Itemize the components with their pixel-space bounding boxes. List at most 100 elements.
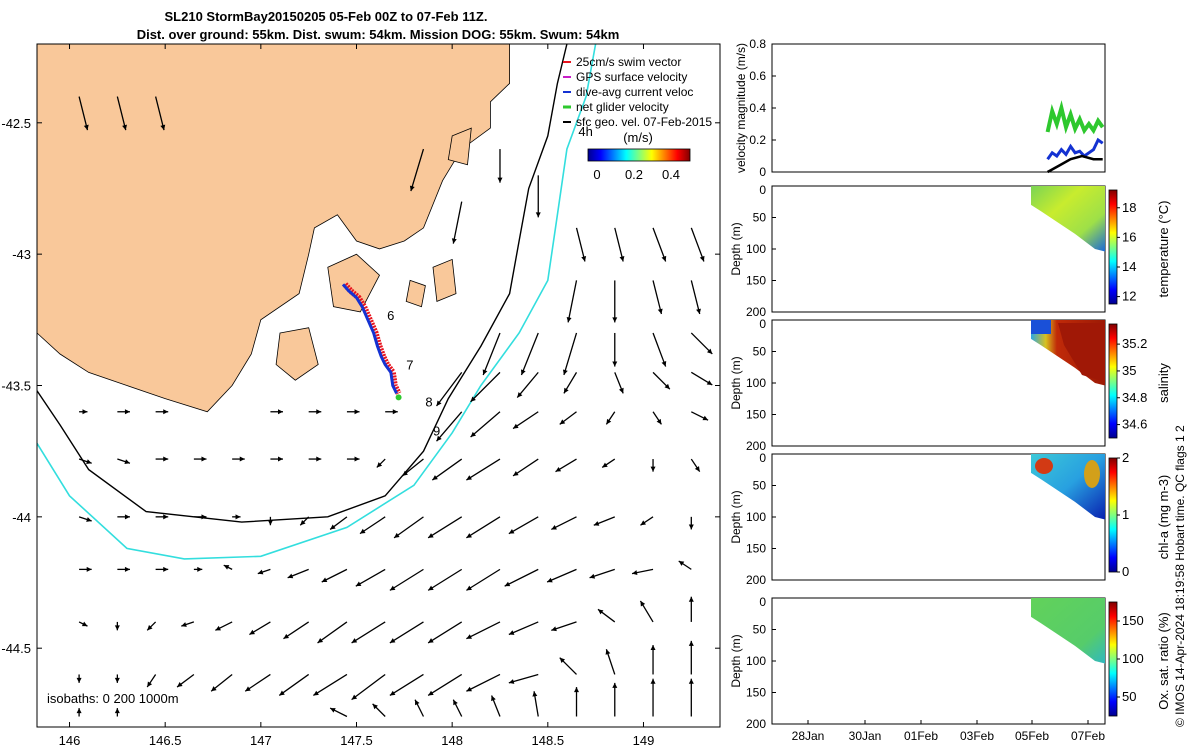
current-vector-head xyxy=(497,177,503,183)
current-vector-71 xyxy=(508,516,539,535)
chl-hotspot xyxy=(1035,458,1053,474)
velocity-series xyxy=(1045,100,1105,174)
current-vector-head xyxy=(321,577,328,582)
map-colorbar-tick-0: 0 xyxy=(593,167,600,182)
current-vector-head xyxy=(267,520,273,526)
current-vector-shaft xyxy=(504,568,539,587)
current-vector-head xyxy=(517,392,523,398)
current-vector-shaft xyxy=(355,568,386,587)
oxygen-section-ytick-label: 100 xyxy=(746,654,766,668)
current-vector-head xyxy=(678,560,685,566)
current-vector-head xyxy=(508,528,515,534)
track-label-3: 8 xyxy=(425,395,432,410)
island-0 xyxy=(327,253,380,313)
current-vector-shaft xyxy=(512,458,539,477)
current-vector-head xyxy=(688,678,694,684)
current-vector-132 xyxy=(452,699,463,717)
map-colorbar-tick-1: 0.2 xyxy=(625,167,643,182)
isobath-200m xyxy=(37,44,568,523)
current-vector-122 xyxy=(508,673,539,684)
current-vector-30 xyxy=(155,409,169,415)
chl-a-section-cb-tick-label: 2 xyxy=(1122,450,1129,465)
current-vector-head xyxy=(618,387,624,394)
current-vector-96 xyxy=(181,621,195,627)
current-vector-head xyxy=(257,569,264,575)
track-label-0: 4h xyxy=(578,124,592,139)
current-vector-42 xyxy=(78,458,92,465)
current-vector-head xyxy=(245,686,251,692)
current-vector-69 xyxy=(427,516,463,539)
current-vector-31 xyxy=(270,409,284,415)
current-vector-head xyxy=(389,690,396,696)
current-vector-shaft xyxy=(614,227,624,262)
map-xtick-label: 146.5 xyxy=(149,733,182,748)
velocity-series-2 xyxy=(1046,154,1103,174)
chl-a-section-cb-label: chl-a (mg m-3) xyxy=(1156,475,1171,560)
current-vector-27 xyxy=(690,371,713,386)
current-vector-head xyxy=(163,409,169,415)
velocity-ylabel: velocity magnitude (m/s) xyxy=(734,43,748,173)
map-colorbar-tick-2: 0.4 xyxy=(662,167,680,182)
current-vector-19 xyxy=(652,332,667,367)
current-vector-87 xyxy=(466,568,501,591)
current-vector-head xyxy=(640,520,646,526)
current-vector-97 xyxy=(215,621,233,631)
current-vector-100 xyxy=(317,621,348,644)
current-vector-58 xyxy=(690,458,701,473)
current-vector-head xyxy=(409,185,415,192)
current-vector-head xyxy=(278,456,284,462)
chl-a-section-cb-tick-label: 1 xyxy=(1122,507,1129,522)
current-vector-shaft xyxy=(563,332,578,376)
current-vector-shaft xyxy=(512,411,539,430)
current-vector-shaft xyxy=(389,568,424,591)
current-vector-shaft xyxy=(427,621,463,644)
current-vector-shaft xyxy=(78,96,89,131)
current-vector-head xyxy=(392,409,398,415)
glider-track-end xyxy=(395,394,402,401)
current-vector-head xyxy=(605,649,611,655)
salinity-section-cb-tick-label: 35.2 xyxy=(1122,336,1147,351)
current-vector-59 xyxy=(78,516,92,522)
salinity-section-panel: 0 50 100 150 200 Depth (m) 34.6 34.8 35 35.2 salin… xyxy=(729,317,1171,453)
current-vector-head xyxy=(415,699,420,706)
current-vector-head xyxy=(376,462,383,468)
oxygen-section-colorbar xyxy=(1108,601,1118,717)
map-xtick-label: 149 xyxy=(633,733,655,748)
current-vector-head xyxy=(559,657,566,663)
current-vector-head xyxy=(466,585,472,591)
current-vector-75 xyxy=(688,516,694,530)
salinity-section-ytick-label: 150 xyxy=(746,408,766,422)
current-vector-shaft xyxy=(652,227,667,262)
current-vector-head xyxy=(453,699,458,706)
current-vector-head xyxy=(466,533,472,538)
chl-band xyxy=(1084,460,1100,488)
current-vector-head xyxy=(513,423,519,429)
current-vector-head xyxy=(508,630,515,635)
current-vector-41 xyxy=(691,411,709,421)
temperature-section-ytick-label: 150 xyxy=(746,274,766,288)
current-vector-head xyxy=(602,462,608,468)
current-vector-54 xyxy=(512,458,539,477)
current-vector-head xyxy=(428,638,434,643)
chl-a-section-colorbar xyxy=(1108,457,1118,573)
current-vector-90 xyxy=(589,568,615,579)
current-vector-shaft xyxy=(546,568,577,583)
current-vector-shaft xyxy=(690,227,705,262)
current-vector-104 xyxy=(466,621,501,640)
map-xtick-label: 146 xyxy=(59,733,81,748)
current-vector-head xyxy=(470,396,476,402)
current-vector-118 xyxy=(351,673,386,701)
current-vector-head xyxy=(661,255,667,262)
current-vector-head xyxy=(177,682,183,688)
current-vector-head xyxy=(163,566,169,572)
current-vector-head xyxy=(201,514,207,520)
legend-dive-avg: dive-avg current veloc xyxy=(576,85,693,99)
current-vector-127 xyxy=(76,708,82,717)
current-vector-9 xyxy=(652,227,667,262)
current-vector-8 xyxy=(614,227,625,262)
current-vector-53 xyxy=(466,458,501,481)
current-vector-18 xyxy=(612,332,618,367)
current-vector-head xyxy=(83,124,89,131)
current-vector-head xyxy=(316,456,322,462)
current-vector-head xyxy=(451,238,457,244)
